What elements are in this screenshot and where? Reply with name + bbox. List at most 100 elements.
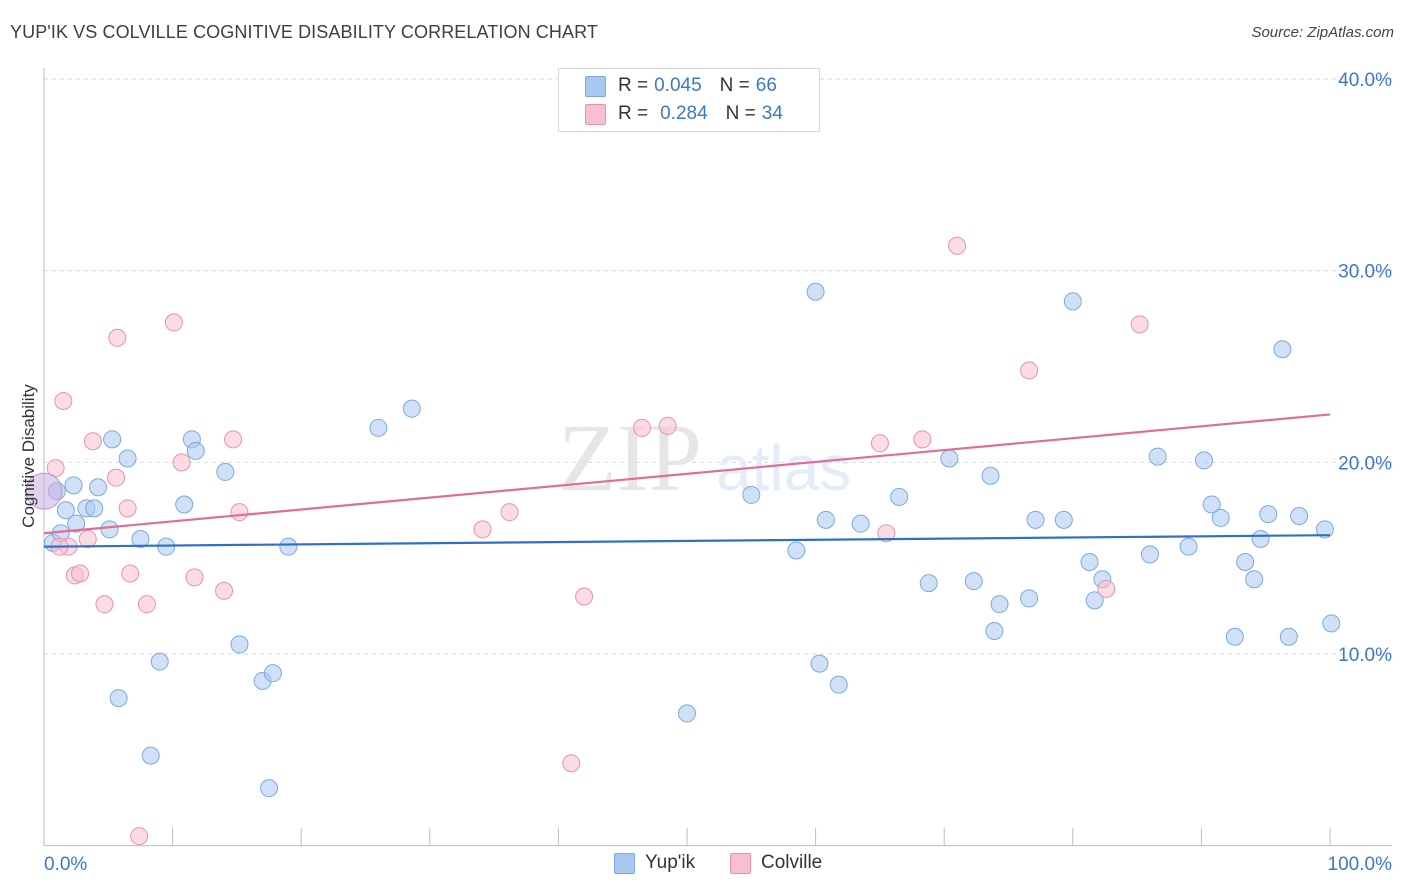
- yupik-point: [940, 449, 959, 468]
- data-points: [25, 236, 1341, 846]
- yupik-point: [806, 282, 825, 301]
- yupik-point: [1211, 508, 1230, 527]
- yupik-point: [890, 487, 909, 506]
- y-axis-label: Cognitive Disability: [19, 384, 38, 528]
- yupik-point: [810, 654, 829, 673]
- x-tick-label: 0.0%: [44, 854, 87, 875]
- axes: 10.0% 20.0% 30.0% 40.0% 0.0% 100.0%: [43, 68, 1393, 875]
- colville-point: [632, 418, 651, 437]
- yupik-point: [816, 510, 835, 529]
- yupik-point: [56, 501, 75, 520]
- yupik-point: [230, 635, 249, 654]
- colville-point: [108, 328, 127, 347]
- overlap-point: [25, 472, 63, 510]
- yupik-point: [1245, 570, 1264, 589]
- watermark: ZIP atlas: [558, 404, 851, 511]
- y-tick-label: 20.0%: [1338, 453, 1392, 474]
- colville-point: [118, 499, 137, 518]
- r-value: 0.284: [660, 103, 708, 124]
- y-tick-label: 30.0%: [1338, 262, 1392, 283]
- colville-point: [185, 568, 204, 587]
- r-label: R =: [618, 75, 649, 96]
- colville-point: [71, 564, 90, 583]
- colville-point: [870, 434, 889, 453]
- yupik-point: [1290, 507, 1309, 525]
- yupik-point: [742, 485, 761, 504]
- colville-point: [137, 595, 156, 614]
- colville-point: [913, 430, 932, 449]
- yupik-point: [990, 595, 1009, 614]
- colville-point: [658, 416, 677, 435]
- gridlines: [44, 78, 1392, 655]
- yupik-point: [1251, 530, 1270, 548]
- colville-point: [224, 430, 243, 449]
- r-value: 0.045: [654, 75, 702, 96]
- yupik-point: [141, 746, 160, 765]
- n-label: N =: [725, 103, 756, 124]
- yupik-point: [851, 514, 870, 533]
- r-label: R =: [618, 103, 649, 124]
- colville-point: [107, 468, 126, 487]
- yupik-point: [1140, 545, 1159, 564]
- colville-point: [54, 392, 73, 410]
- yupik-point: [175, 495, 194, 514]
- yupik-point: [100, 520, 119, 539]
- y-tick-label: 10.0%: [1338, 645, 1392, 666]
- yupik-trend-line: [43, 534, 1331, 548]
- watermark-zip: ZIP: [558, 404, 702, 511]
- colville-point: [500, 503, 519, 522]
- colville-point: [172, 453, 191, 472]
- yupik-legend-swatch: [614, 852, 635, 874]
- yupik-point: [1236, 553, 1255, 571]
- yupik-point: [1279, 627, 1298, 646]
- yupik-point: [1315, 520, 1334, 539]
- colville-point: [78, 530, 97, 548]
- series-legend: Yup'ik Colville: [0, 852, 1406, 878]
- yupik-point: [85, 499, 104, 518]
- yupik-point: [150, 652, 169, 671]
- yupik-point: [263, 664, 282, 683]
- yupik-point: [1085, 591, 1104, 610]
- x-tick-label: 100.0%: [1328, 854, 1393, 875]
- yupik-legend-label: Yup'ik: [645, 852, 696, 873]
- yupik-point: [1322, 614, 1341, 633]
- yupik-point: [1054, 510, 1073, 529]
- yupik-point: [964, 572, 983, 591]
- y-tick-label: 40.0%: [1338, 70, 1392, 91]
- colville-point: [1097, 579, 1116, 598]
- legend-item-colville: Colville: [730, 852, 822, 874]
- yupik-point: [131, 530, 150, 548]
- legend-row-colville: R = 0.284 N = 34: [585, 101, 783, 127]
- yupik-point: [1179, 537, 1198, 556]
- legend-item-yupik: Yup'ik: [614, 852, 695, 874]
- colville-legend-label: Colville: [761, 852, 823, 873]
- yupik-point: [67, 514, 86, 533]
- yupik-point: [1225, 627, 1244, 646]
- colville-point: [1130, 315, 1149, 334]
- yupik-point: [103, 430, 122, 449]
- yupik-point: [1259, 505, 1278, 524]
- colville-point: [230, 503, 249, 522]
- colville-point: [562, 754, 581, 773]
- trend-lines: [43, 413, 1331, 548]
- colville-point: [46, 459, 65, 478]
- colville-point: [215, 581, 234, 600]
- yupik-point: [89, 478, 108, 497]
- yupik-point: [1063, 292, 1082, 311]
- colville-point: [877, 524, 896, 543]
- stats-legend: R = 0.045 N = 66 R = 0.284 N = 34: [558, 68, 820, 132]
- yupik-point: [678, 704, 696, 723]
- yupik-point: [985, 622, 1004, 640]
- yupik-point: [1273, 340, 1292, 359]
- yupik-point: [64, 476, 83, 495]
- colville-point: [83, 432, 102, 451]
- yupik-point: [369, 418, 388, 437]
- source-credit: Source: ZipAtlas.com: [1251, 24, 1394, 41]
- yupik-point: [981, 466, 1000, 485]
- colville-point: [575, 587, 594, 606]
- yupik-point: [829, 675, 848, 694]
- chart-title: YUP'IK VS COLVILLE COGNITIVE DISABILITY …: [10, 22, 598, 42]
- colville-legend-swatch: [730, 852, 751, 874]
- yupik-point: [216, 462, 235, 481]
